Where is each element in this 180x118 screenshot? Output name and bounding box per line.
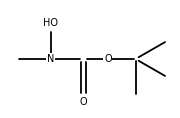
Text: N: N <box>47 54 54 64</box>
Text: O: O <box>104 54 112 64</box>
Text: HO: HO <box>43 17 58 27</box>
Text: O: O <box>80 97 87 107</box>
